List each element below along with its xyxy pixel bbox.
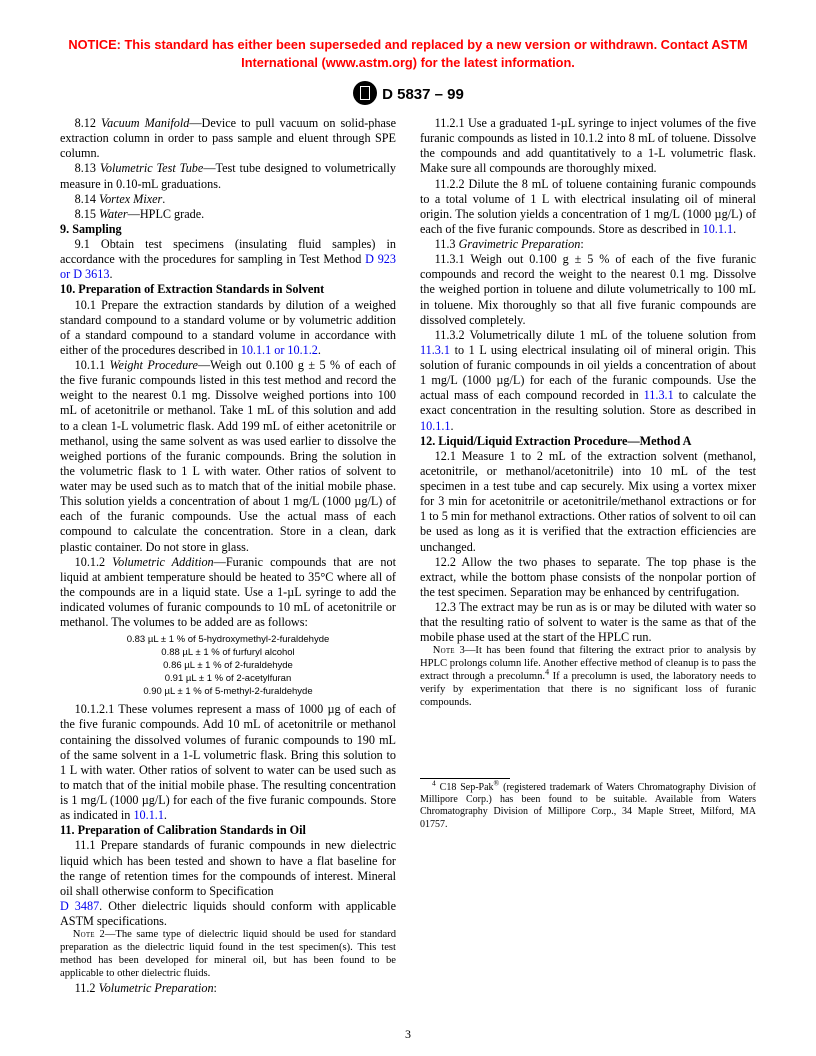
section-11-heading: 11. Preparation of Calibration Standards… xyxy=(60,823,396,838)
spacer xyxy=(420,710,756,770)
vol-item: 0.91 µL ± 1 % of 2-acetylfuran xyxy=(60,673,396,686)
para-8-14: 8.14 Vortex Mixer. xyxy=(60,192,396,207)
para-10-1-2: 10.1.2 Volumetric Addition—Furanic compo… xyxy=(60,555,396,631)
para-12-3: 12.3 The extract may be run as is or may… xyxy=(420,600,756,645)
para-11-3: 11.3 Gravimetric Preparation: xyxy=(420,237,756,252)
note-2: Note 2—The same type of dielectric liqui… xyxy=(60,929,396,981)
notice-text: NOTICE: This standard has either been su… xyxy=(68,37,747,70)
para-8-13: 8.13 Volumetric Test Tube—Test tube desi… xyxy=(60,161,396,191)
para-8-12: 8.12 Vacuum Manifold—Device to pull vacu… xyxy=(60,116,396,161)
para-10-1-2-1: 10.1.2.1 These volumes represent a mass … xyxy=(60,702,396,823)
para-11-2: 11.2 Volumetric Preparation: xyxy=(60,981,396,996)
vol-item: 0.90 µL ± 1 % of 5-methyl-2-furaldehyde xyxy=(60,686,396,699)
para-11-2-2: 11.2.2 Dilute the 8 mL of toluene contai… xyxy=(420,177,756,238)
para-11-1-cont: D 3487. Other dielectric liquids should … xyxy=(60,899,396,929)
para-11-2-1: 11.2.1 Use a graduated 1-µL syringe to i… xyxy=(420,116,756,177)
para-11-3-1: 11.3.1 Weigh out 0.100 g ± 5 % of each o… xyxy=(420,252,756,328)
xref-10-1-1c[interactable]: 10.1.1 xyxy=(420,419,450,433)
para-8-15: 8.15 Water—HPLC grade. xyxy=(60,207,396,222)
note-label: Note xyxy=(73,929,100,940)
vol-item: 0.86 µL ± 1 % of 2-furaldehyde xyxy=(60,660,396,673)
para-12-2: 12.2 Allow the two phases to separate. T… xyxy=(420,555,756,600)
designation-text: D 5837 – 99 xyxy=(382,86,464,103)
xref-10-1-1-or-2[interactable]: 10.1.1 or 10.1.2 xyxy=(241,343,318,357)
volume-list: 0.83 µL ± 1 % of 5-hydroxymethyl-2-fural… xyxy=(60,634,396,698)
section-12-heading: 12. Liquid/Liquid Extraction Procedure—M… xyxy=(420,434,756,449)
xref-d3487[interactable]: D 3487 xyxy=(60,899,99,913)
para-11-3-2: 11.3.2 Volumetrically dilute 1 mL of the… xyxy=(420,328,756,434)
xref-10-1-1a[interactable]: 10.1.1 xyxy=(133,808,163,822)
page-number: 3 xyxy=(0,1027,816,1042)
note-label: Note xyxy=(433,645,460,656)
para-12-1: 12.1 Measure 1 to 2 mL of the extraction… xyxy=(420,449,756,555)
body-columns: 8.12 Vacuum Manifold—Device to pull vacu… xyxy=(60,116,756,1004)
section-10-heading: 10. Preparation of Extraction Standards … xyxy=(60,282,396,297)
para-10-1: 10.1 Prepare the extraction standards by… xyxy=(60,298,396,359)
astm-logo-icon xyxy=(352,80,378,106)
xref-11-3-1b[interactable]: 11.3.1 xyxy=(644,388,674,402)
notice-banner: NOTICE: This standard has either been su… xyxy=(60,36,756,72)
footnote-4: 4 C18 Sep-Pak® (registered trademark of … xyxy=(420,782,756,831)
para-9-1: 9.1 Obtain test specimens (insulating fl… xyxy=(60,237,396,282)
para-10-1-1: 10.1.1 Weight Procedure—Weigh out 0.100 … xyxy=(60,358,396,555)
para-11-1: 11.1 Prepare standards of furanic compou… xyxy=(60,838,396,899)
document-header: D 5837 – 99 xyxy=(60,80,756,106)
note-3: Note 3—It has been found that filtering … xyxy=(420,645,756,710)
xref-11-3-1a[interactable]: 11.3.1 xyxy=(420,343,450,357)
section-9-heading: 9. Sampling xyxy=(60,222,396,237)
page: NOTICE: This standard has either been su… xyxy=(0,0,816,1056)
vol-item: 0.83 µL ± 1 % of 5-hydroxymethyl-2-fural… xyxy=(60,634,396,647)
xref-10-1-1b[interactable]: 10.1.1 xyxy=(703,222,733,236)
vol-item: 0.88 µL ± 1 % of furfuryl alcohol xyxy=(60,647,396,660)
